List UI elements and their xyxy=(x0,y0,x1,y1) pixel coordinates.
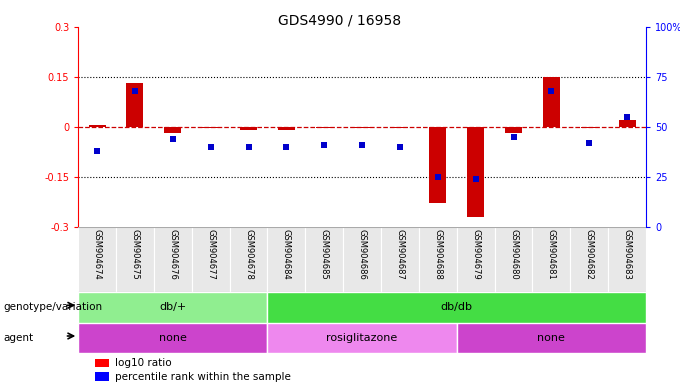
Text: GSM904678: GSM904678 xyxy=(244,228,253,280)
Text: genotype/variation: genotype/variation xyxy=(3,302,103,312)
Point xyxy=(205,144,216,150)
Point xyxy=(92,147,103,154)
Text: GSM904686: GSM904686 xyxy=(358,228,367,280)
Bar xyxy=(78,323,267,353)
Text: none: none xyxy=(159,333,187,343)
Text: GSM904685: GSM904685 xyxy=(320,228,328,279)
Bar xyxy=(230,227,267,292)
Point xyxy=(622,114,632,120)
Bar xyxy=(116,227,154,292)
Point xyxy=(319,142,330,148)
Bar xyxy=(78,227,116,292)
Text: GSM904677: GSM904677 xyxy=(206,228,215,280)
Bar xyxy=(154,227,192,292)
Text: GSM904687: GSM904687 xyxy=(396,228,405,280)
Point xyxy=(546,88,557,94)
Point xyxy=(356,142,367,148)
Bar xyxy=(267,292,646,323)
Text: GSM904683: GSM904683 xyxy=(623,228,632,280)
Bar xyxy=(202,127,219,128)
Point xyxy=(129,88,140,94)
Point xyxy=(167,136,178,142)
Text: GSM904681: GSM904681 xyxy=(547,228,556,279)
Text: log10 ratio: log10 ratio xyxy=(115,358,172,368)
Text: GSM904676: GSM904676 xyxy=(169,228,177,280)
Point xyxy=(470,175,481,182)
Bar xyxy=(267,227,305,292)
Text: db/db: db/db xyxy=(441,302,473,312)
Text: GSM904680: GSM904680 xyxy=(509,228,518,279)
Bar xyxy=(392,127,409,128)
Point xyxy=(508,134,519,140)
Bar xyxy=(165,127,182,133)
Bar xyxy=(505,127,522,133)
Bar xyxy=(532,227,571,292)
Bar xyxy=(192,227,230,292)
Bar xyxy=(608,227,646,292)
Text: percentile rank within the sample: percentile rank within the sample xyxy=(115,372,291,382)
Bar xyxy=(240,127,257,130)
Text: db/+: db/+ xyxy=(159,302,186,312)
Text: GSM904688: GSM904688 xyxy=(433,228,442,280)
Bar xyxy=(419,227,457,292)
Bar xyxy=(543,77,560,127)
Bar xyxy=(305,227,343,292)
Bar xyxy=(571,227,608,292)
Bar xyxy=(354,127,371,128)
Bar xyxy=(78,292,267,323)
Text: GSM904674: GSM904674 xyxy=(92,228,101,279)
Text: GSM904675: GSM904675 xyxy=(131,228,139,279)
Bar xyxy=(267,323,457,353)
Text: none: none xyxy=(537,333,565,343)
Bar xyxy=(457,227,494,292)
Text: rosiglitazone: rosiglitazone xyxy=(326,333,398,343)
Bar xyxy=(457,323,646,353)
Bar xyxy=(429,127,446,203)
Bar xyxy=(381,227,419,292)
Text: GSM904682: GSM904682 xyxy=(585,228,594,279)
Bar xyxy=(95,372,109,381)
Bar xyxy=(95,359,109,367)
Text: GSM904679: GSM904679 xyxy=(471,228,480,279)
Point xyxy=(583,140,594,146)
Point xyxy=(432,174,443,180)
Bar xyxy=(619,120,636,127)
Bar xyxy=(278,127,295,130)
Text: agent: agent xyxy=(3,333,33,343)
Bar xyxy=(88,125,105,127)
Text: GSM904684: GSM904684 xyxy=(282,228,291,279)
Text: GDS4990 / 16958: GDS4990 / 16958 xyxy=(278,13,402,27)
Bar xyxy=(126,83,143,127)
Point xyxy=(281,144,292,150)
Bar xyxy=(343,227,381,292)
Point xyxy=(394,144,405,150)
Bar xyxy=(494,227,532,292)
Point xyxy=(243,144,254,150)
Bar xyxy=(581,127,598,128)
Bar xyxy=(467,127,484,217)
Bar xyxy=(316,127,333,128)
